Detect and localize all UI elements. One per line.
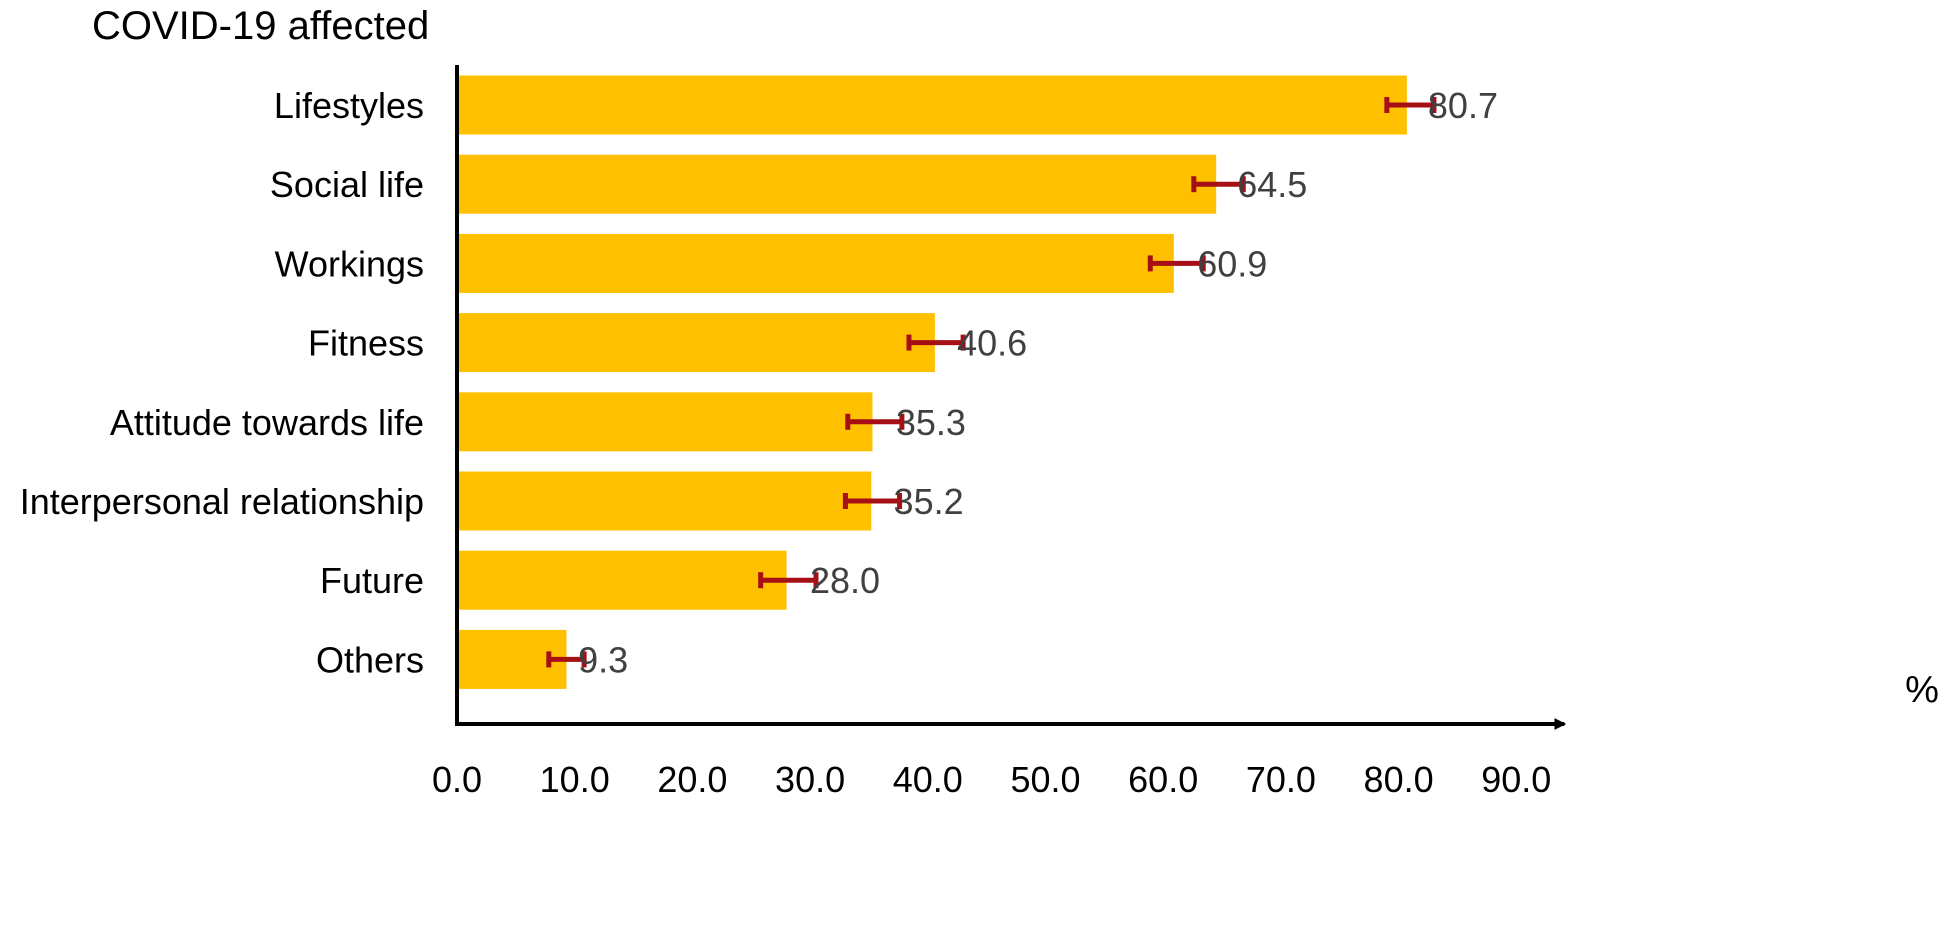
error-bar [842, 493, 903, 509]
category-label: Future [320, 560, 424, 601]
error-bar [1384, 97, 1437, 113]
data-label: 40.6 [957, 323, 1027, 364]
error-bar [845, 413, 905, 430]
error-bar [546, 651, 587, 668]
error-bar [906, 334, 966, 351]
bar [457, 392, 873, 452]
x-tick-label: 20.0 [657, 759, 727, 800]
category-label: Interpersonal relationship [20, 481, 424, 522]
axes-layer [455, 65, 1567, 730]
category-label: Others [316, 639, 424, 680]
data-label: 60.9 [1197, 243, 1267, 284]
bar [457, 233, 1174, 293]
data-labels-layer: 80.7 64.5 60.9 40.6 35.3 35.2 28.0 9.3 [578, 85, 1498, 680]
x-tick-labels-layer: 0.0 10.0 20.0 30.0 40.0 50.0 60.0 70.0 80.0 90.0 [432, 759, 1551, 800]
data-label: 35.2 [894, 481, 964, 522]
error-bars-layer [546, 97, 1437, 668]
data-label: 28.0 [810, 560, 880, 601]
data-label: 9.3 [578, 639, 628, 680]
x-tick-label: 0.0 [432, 759, 482, 800]
x-tick-label: 60.0 [1128, 759, 1198, 800]
error-bar [1191, 176, 1246, 193]
x-tick-label: 30.0 [775, 759, 845, 800]
x-tick-label: 70.0 [1246, 759, 1316, 800]
category-label: Lifestyles [274, 85, 424, 126]
x-tick-label: 10.0 [540, 759, 610, 800]
bar [457, 75, 1407, 135]
bar [457, 550, 787, 610]
x-tick-label: 90.0 [1481, 759, 1551, 800]
data-label: 80.7 [1428, 85, 1498, 126]
category-label: Workings [275, 243, 424, 284]
category-labels-layer: Lifestyles Social life Workings Fitness Atti… [20, 85, 424, 680]
category-label: Attitude towards life [110, 402, 424, 443]
category-label: Social life [270, 164, 424, 205]
bar [457, 471, 872, 531]
error-bar [1147, 255, 1206, 272]
bar [457, 313, 935, 373]
bars-layer [457, 75, 1407, 689]
x-tick-label: 40.0 [893, 759, 963, 800]
x-axis-unit-label: % [1905, 669, 1939, 711]
x-tick-label: 80.0 [1364, 759, 1434, 800]
category-label: Fitness [308, 323, 424, 364]
chart-title: COVID-19 affected [92, 4, 430, 48]
data-label: 35.3 [896, 402, 966, 443]
x-tick-label: 50.0 [1010, 759, 1080, 800]
bar [457, 154, 1217, 214]
error-bar [758, 572, 819, 589]
data-label: 64.5 [1237, 164, 1307, 205]
